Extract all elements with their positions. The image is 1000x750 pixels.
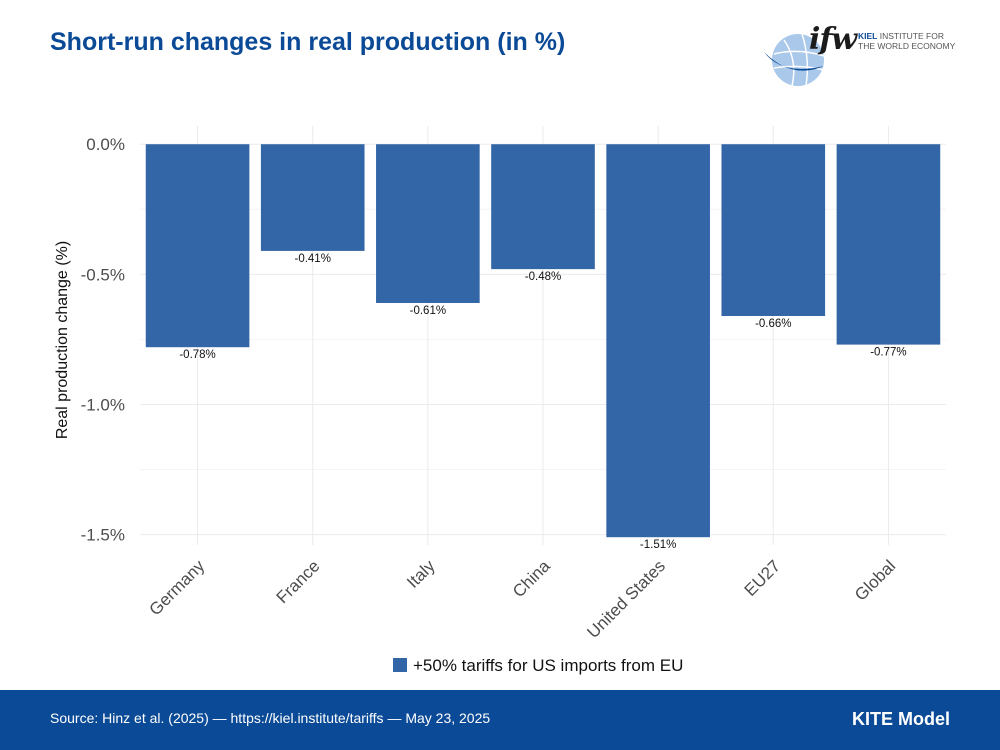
bar-united-states — [606, 144, 710, 538]
bar-france — [260, 144, 365, 251]
data-label: -0.78% — [179, 349, 215, 361]
y-tick-label: 0.0% — [86, 135, 125, 154]
bar-china — [491, 144, 595, 270]
data-label: -0.66% — [755, 318, 791, 330]
model-name: KITE Model — [852, 709, 950, 729]
data-label: -0.48% — [525, 271, 561, 283]
source-citation: Source: Hinz et al. (2025) — https://kie… — [50, 710, 491, 726]
x-tick-label: EU27 — [741, 556, 785, 600]
x-tick-label: Italy — [403, 556, 439, 592]
footer-bar: Source: Hinz et al. (2025) — https://kie… — [0, 690, 1000, 750]
x-tick-label: United States — [583, 556, 669, 642]
data-label: -0.77% — [870, 347, 906, 359]
x-tick-label: France — [273, 556, 324, 607]
bar-italy — [376, 144, 480, 303]
data-label: -0.61% — [410, 305, 446, 317]
data-label: -0.41% — [294, 253, 330, 265]
kiel-institute-logo: ifw KIEL INSTITUTE FOR THE WORLD ECONOMY — [762, 18, 962, 90]
bar-global — [836, 144, 941, 345]
x-tick-label: Germany — [146, 556, 209, 619]
y-axis-title: Real production change (%) — [54, 241, 71, 439]
bar-germany — [145, 144, 250, 348]
x-tick-label: China — [509, 556, 554, 601]
x-tick-label: Global — [851, 556, 899, 604]
logo-wordmark: ifw — [809, 22, 857, 57]
globe-icon — [764, 33, 825, 87]
legend-swatch — [393, 658, 407, 672]
bar-eu27 — [721, 144, 826, 316]
chart-title: Short-run changes in real production (in… — [50, 28, 566, 56]
legend-label: +50% tariffs for US imports from EU — [413, 656, 683, 675]
logo-line1: KIEL INSTITUTE FOR — [858, 31, 944, 41]
bar-chart: 0.0% -0.5% -1.0% -1.5% -0.78% Germany -0.41% Fr… — [54, 126, 946, 675]
y-tick-label: -1.5% — [81, 526, 125, 545]
logo-line2: THE WORLD ECONOMY — [858, 41, 956, 51]
data-label: -1.51% — [640, 539, 676, 551]
y-tick-label: -0.5% — [81, 265, 125, 284]
y-tick-label: -1.0% — [81, 395, 125, 414]
